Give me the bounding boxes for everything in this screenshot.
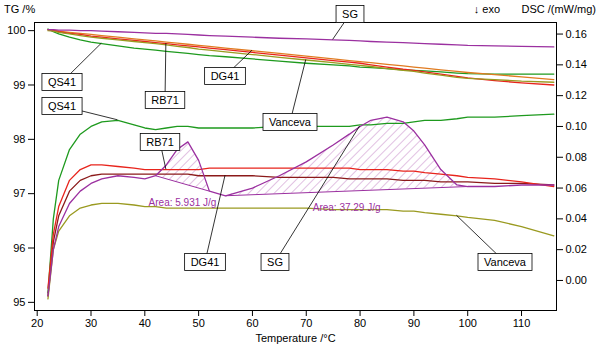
svg-text:Area: 5.931 J/g: Area: 5.931 J/g	[149, 197, 217, 208]
svg-text:0.02: 0.02	[566, 243, 587, 255]
svg-text:0.10: 0.10	[566, 120, 587, 132]
svg-text:QS41: QS41	[48, 100, 76, 112]
svg-text:96: 96	[13, 242, 25, 254]
svg-text:Temperature /°C: Temperature /°C	[255, 332, 335, 344]
svg-text:DG41: DG41	[211, 70, 240, 82]
svg-text:0.08: 0.08	[566, 151, 587, 163]
html-text:↓ exo: ↓ exo	[473, 3, 500, 15]
svg-text:110: 110	[513, 317, 531, 329]
svg-text:60: 60	[246, 317, 258, 329]
svg-text:40: 40	[139, 317, 151, 329]
svg-text:90: 90	[408, 317, 420, 329]
svg-text:SG: SG	[342, 8, 358, 20]
svg-text:80: 80	[354, 317, 366, 329]
svg-text:50: 50	[193, 317, 205, 329]
svg-text:70: 70	[300, 317, 312, 329]
svg-text:0.12: 0.12	[566, 89, 587, 101]
svg-text:98: 98	[13, 133, 25, 145]
svg-text:100: 100	[459, 317, 477, 329]
svg-text:20: 20	[31, 317, 43, 329]
svg-text:DG41: DG41	[191, 256, 220, 268]
svg-text:97: 97	[13, 187, 25, 199]
html-text:DSC /(mW/mg): DSC /(mW/mg)	[521, 3, 596, 15]
svg-text:Area: 37.29 J/g: Area: 37.29 J/g	[313, 202, 381, 213]
svg-text:30: 30	[85, 317, 97, 329]
svg-text:0.00: 0.00	[566, 274, 587, 286]
svg-text:100: 100	[7, 24, 25, 36]
svg-text:0.06: 0.06	[566, 182, 587, 194]
svg-text:Vanceva: Vanceva	[484, 256, 527, 268]
svg-text:99: 99	[13, 79, 25, 91]
svg-text:0.16: 0.16	[566, 28, 587, 40]
svg-text:QS41: QS41	[48, 76, 76, 88]
svg-text:0.04: 0.04	[566, 212, 587, 224]
svg-text:Vanceva: Vanceva	[269, 116, 312, 128]
svg-text:SG: SG	[267, 256, 283, 268]
svg-text:RB71: RB71	[146, 136, 174, 148]
svg-text:95: 95	[13, 296, 25, 308]
svg-text:RB71: RB71	[151, 94, 179, 106]
html-text:TG /%: TG /%	[4, 3, 36, 15]
svg-text:0.14: 0.14	[566, 58, 587, 70]
